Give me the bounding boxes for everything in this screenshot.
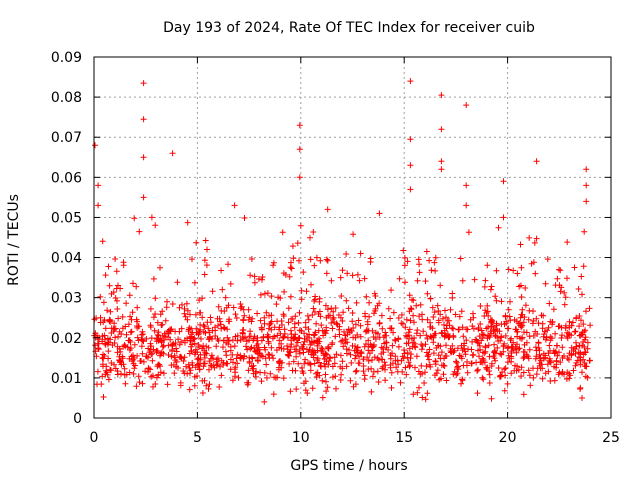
data-point [140,116,147,123]
data-point [140,154,147,161]
data-point [296,146,303,153]
y-tick-label: 0.09 [51,50,82,66]
plot-frame [93,56,612,419]
y-tick-label: 0.03 [51,291,82,307]
data-point [500,178,507,185]
x-tick-label: 20 [499,430,517,446]
data-point [169,150,176,157]
data-point [500,214,507,221]
data-point [140,80,147,87]
y-tick-label: 0.02 [51,331,82,347]
x-tick-label: 10 [292,430,310,446]
data-point [463,102,470,109]
chart-title: Day 193 of 2024, Rate Of TEC Index for r… [163,20,535,36]
y-tick-label: 0.05 [51,210,82,226]
y-tick-label: 0 [73,411,82,427]
x-tick-label: 25 [602,430,620,446]
x-tick-label: 0 [90,430,99,446]
data-point [324,206,331,213]
data-point [583,166,590,173]
data-point [438,126,445,133]
x-axis-label: GPS time / hours [290,458,407,474]
axis-ticks: 0 0.01 0.02 0.03 0.04 0.05 0.06 0.07 0.08 0.09 0 5 1… [51,50,620,446]
dense-points-cloud [91,215,594,405]
data-point [533,158,540,165]
data-point [296,174,303,181]
y-tick-label: 0.07 [51,130,82,146]
x-tick-label: 15 [395,430,413,446]
data-point [407,162,414,169]
data-point [148,214,155,221]
data-point [95,202,102,209]
y-tick-label: 0.01 [51,371,82,387]
y-tick-label: 0.06 [51,170,82,186]
x-tick-label: 5 [193,430,202,446]
data-points [91,78,594,405]
y-tick-label: 0.08 [51,90,82,106]
data-point [92,142,98,149]
data-point [407,186,414,193]
data-point [463,202,470,209]
data-point [231,202,238,209]
data-point [583,182,590,189]
y-axis-label: ROTI / TECUs [6,194,22,286]
y-tick-label: 0.04 [51,251,82,267]
data-point [438,158,445,165]
data-point [407,78,414,85]
data-point [407,136,414,143]
data-point [438,92,445,99]
data-point [463,182,470,189]
data-point [95,182,102,189]
data-point [376,210,383,217]
data-point [140,194,147,201]
data-point [296,122,303,129]
data-point [583,198,590,205]
data-point [438,166,445,173]
